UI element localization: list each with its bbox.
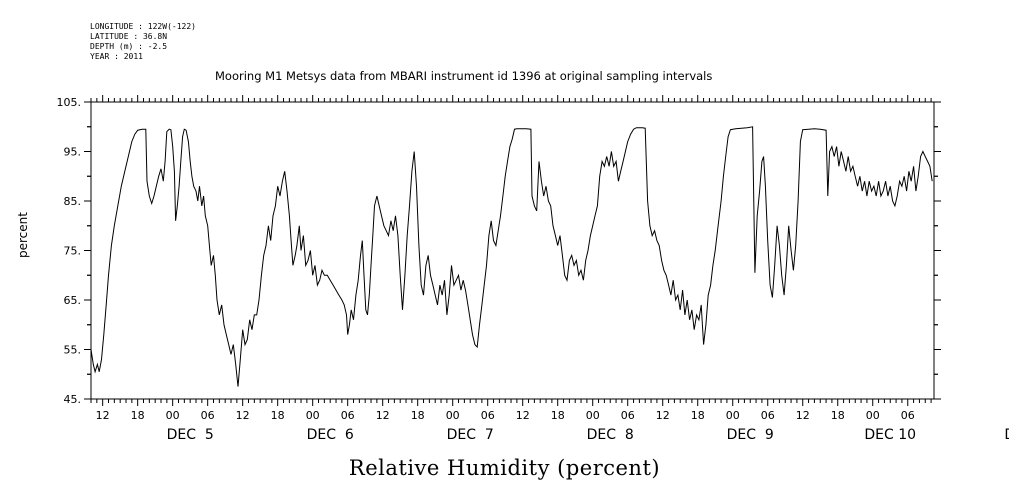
x-hour-label: 06 bbox=[621, 409, 635, 422]
x-hour-label: 00 bbox=[586, 409, 600, 422]
x-hour-label: 06 bbox=[901, 409, 915, 422]
x-hour-label: 00 bbox=[866, 409, 880, 422]
y-tick-label: 55. bbox=[64, 344, 82, 357]
x-hour-label: 18 bbox=[831, 409, 845, 422]
chart-axes: 45. 55. 65. 75. 85. 95. 105. 12 18 00 06 12 18 00 06 12… bbox=[57, 95, 1009, 443]
x-hour-label: 06 bbox=[481, 409, 495, 422]
y-tick-label: 75. bbox=[64, 245, 82, 258]
x-hour-label: 06 bbox=[341, 409, 355, 422]
x-hour-label: 18 bbox=[131, 409, 145, 422]
x-hour-label: 00 bbox=[306, 409, 320, 422]
x-hour-label: 12 bbox=[96, 409, 110, 422]
meta-longitude: LONGITUDE : 122W(-122) bbox=[90, 22, 196, 31]
series-line-0 bbox=[90, 126, 933, 387]
x-day-label: DEC 6 bbox=[307, 427, 354, 443]
chart-title: Mooring M1 Metsys data from MBARI instru… bbox=[215, 69, 713, 83]
x-hour-label: 12 bbox=[516, 409, 530, 422]
x-day-label: DEC 10 bbox=[864, 427, 916, 443]
meta-year: YEAR : 2011 bbox=[90, 52, 143, 61]
x-day-label: DEC 9 bbox=[727, 427, 774, 443]
chart-series bbox=[90, 126, 933, 387]
x-hour-label: 12 bbox=[376, 409, 390, 422]
y-tick-label: 85. bbox=[64, 195, 82, 208]
x-day-label: DEC 8 bbox=[587, 427, 634, 443]
x-hour-label: 18 bbox=[551, 409, 565, 422]
meta-latitude: LATITUDE : 36.8N bbox=[90, 32, 168, 41]
x-hour-label: 00 bbox=[726, 409, 740, 422]
x-hour-label: 18 bbox=[271, 409, 285, 422]
x-hour-label: 06 bbox=[201, 409, 215, 422]
x-hour-label: 12 bbox=[656, 409, 670, 422]
y-tick-label: 65. bbox=[64, 294, 82, 307]
meta-depth: DEPTH (m) : -2.5 bbox=[90, 42, 168, 51]
x-day-label: DEC 7 bbox=[447, 427, 494, 443]
x-hour-label: 00 bbox=[446, 409, 460, 422]
x-hour-label: 12 bbox=[796, 409, 810, 422]
y-tick-label: 95. bbox=[64, 146, 82, 159]
x-hour-label: 12 bbox=[236, 409, 250, 422]
y-tick-label: 105. bbox=[57, 96, 82, 109]
x-hour-label: 06 bbox=[761, 409, 775, 422]
x-hour-label: 00 bbox=[166, 409, 180, 422]
x-hour-label: 18 bbox=[691, 409, 705, 422]
y-tick-label: 45. bbox=[64, 393, 82, 406]
x-hour-label: 18 bbox=[411, 409, 425, 422]
plot-frame bbox=[90, 101, 935, 400]
x-axis-label: Relative Humidity (percent) bbox=[348, 456, 661, 480]
x-day-label: DEC 11 bbox=[1004, 427, 1009, 443]
x-day-label: DEC 5 bbox=[167, 427, 214, 443]
